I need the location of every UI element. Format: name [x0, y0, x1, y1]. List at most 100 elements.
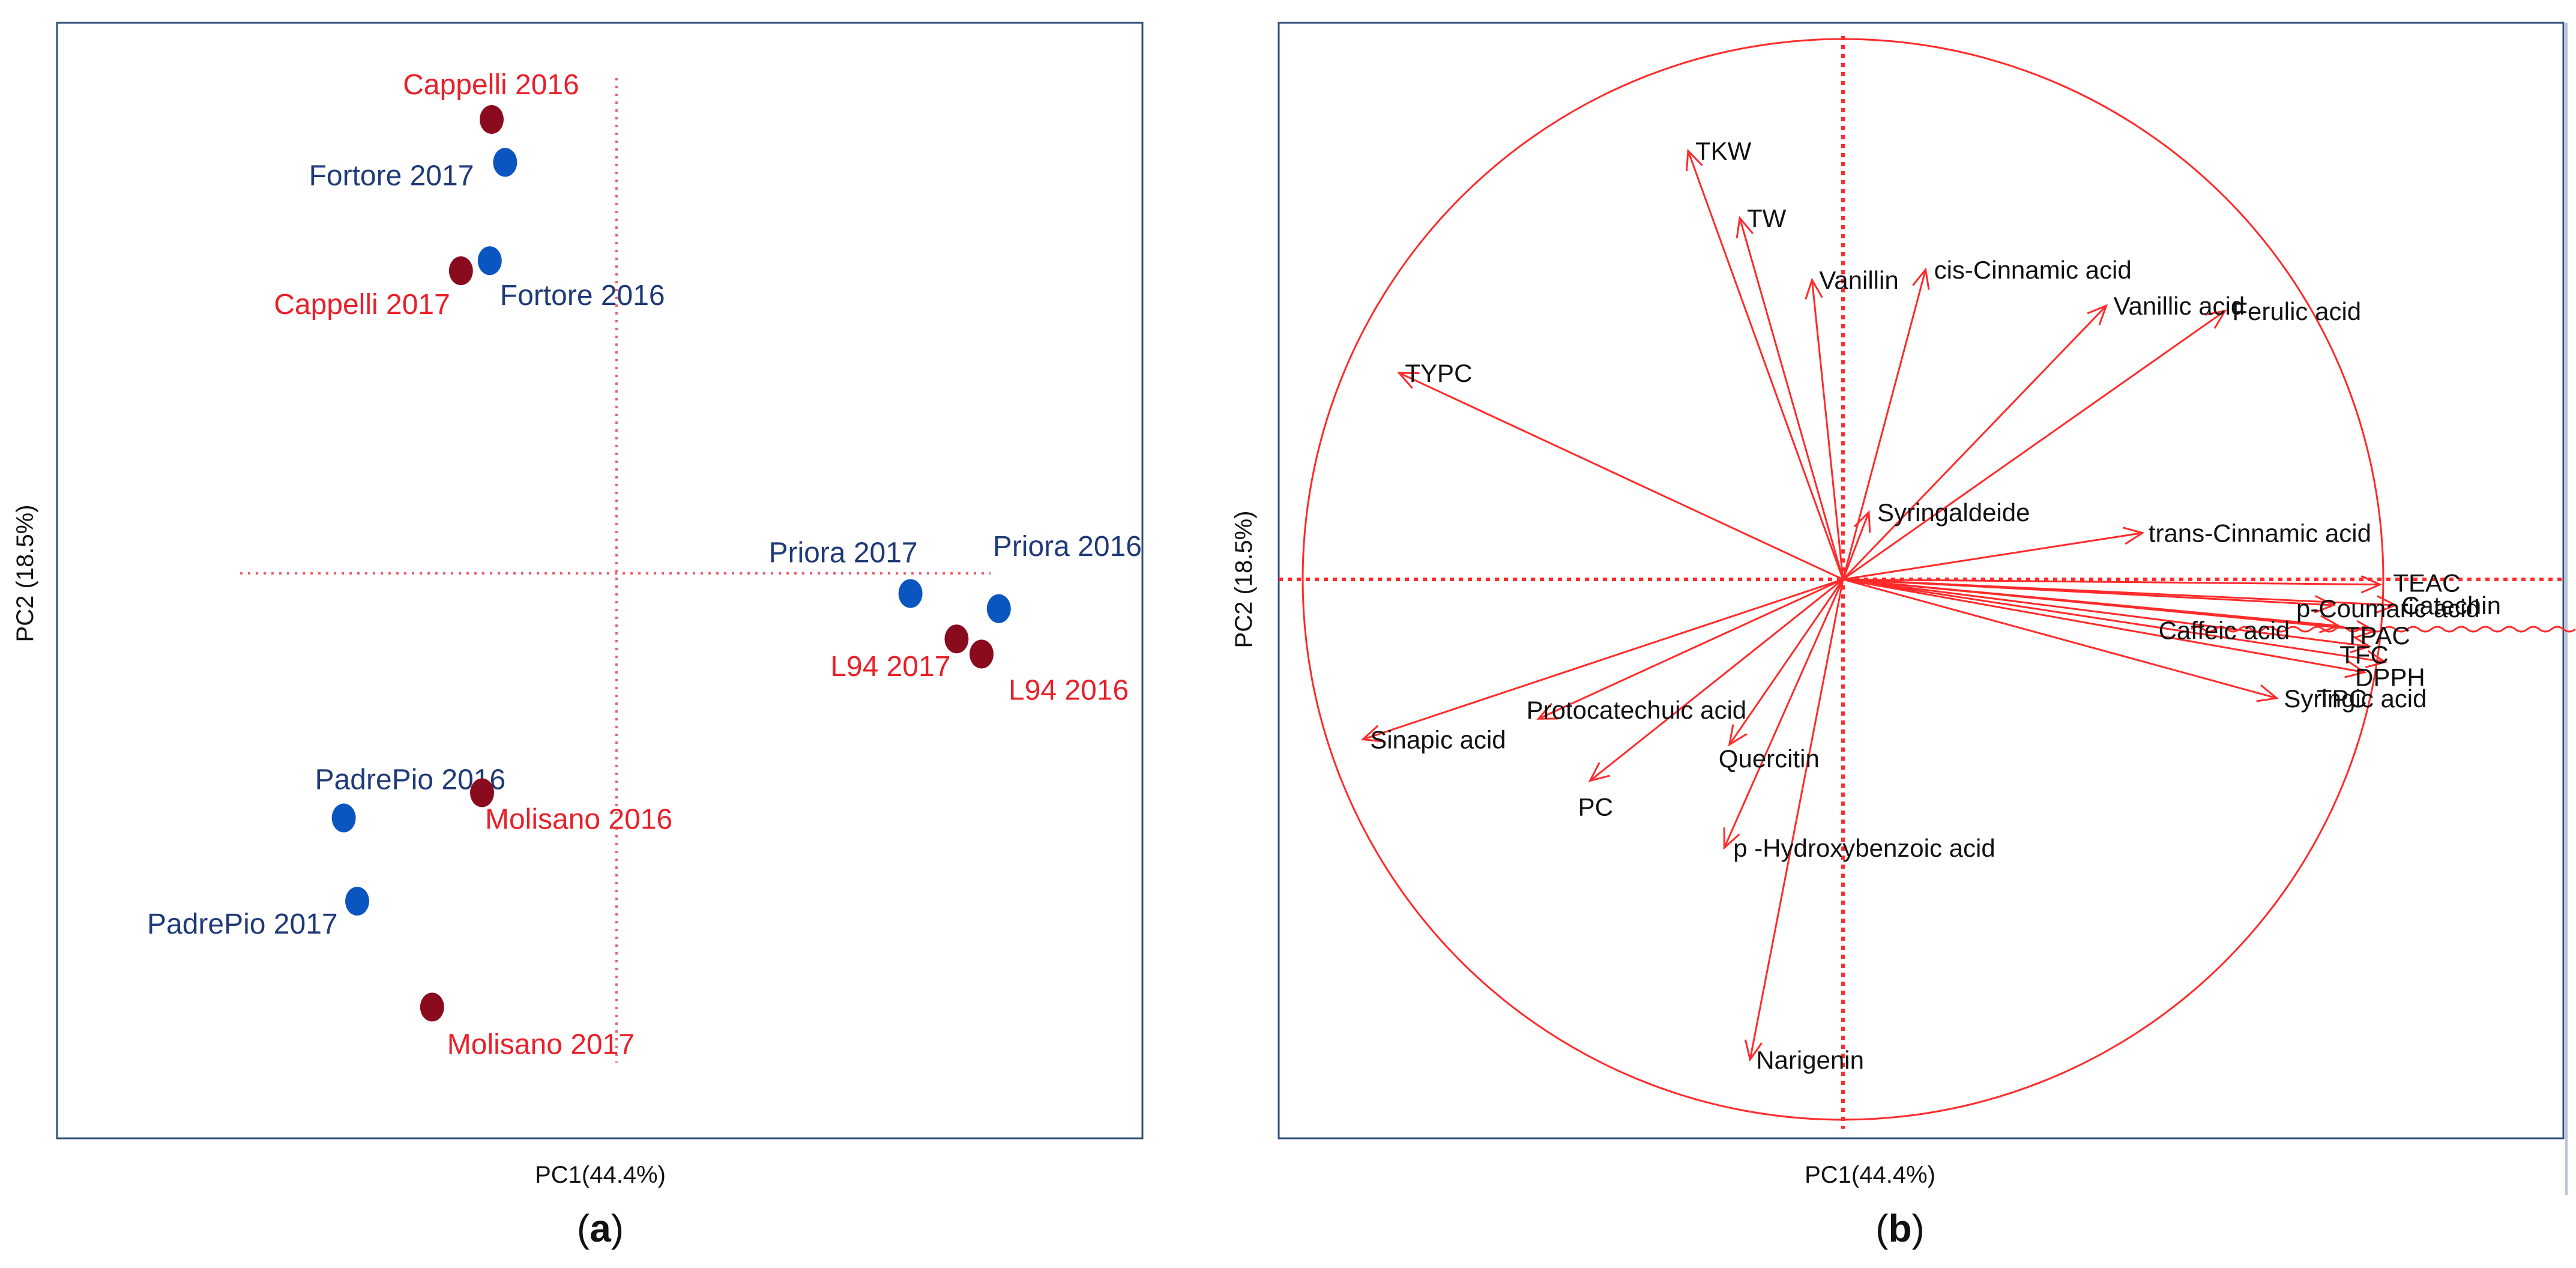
loading-label-narigenin: Narigenin — [1756, 1046, 1864, 1074]
loading-vector-tpc — [1842, 578, 2367, 678]
loading-vector-teac — [1842, 575, 2383, 594]
arrowhead-tw — [1736, 216, 1754, 238]
score-label-cappelli-2016: Cappelli 2016 — [403, 69, 579, 101]
loading-label-vanillic-acid: Vanillic acid — [2114, 292, 2245, 320]
panel-a-caption-open-paren: ( — [577, 1207, 590, 1250]
arrowhead-vanillic-acid — [2087, 304, 2108, 325]
loading-vector-cis-cinnamic-acid — [1842, 267, 1930, 580]
loading-label-protocatechuic-acid: Protocatechuic acid — [1527, 696, 1747, 724]
loading-vector-shaft-sinapic-acid — [1362, 578, 1844, 741]
arrowhead-cis-cinnamic-acid — [1912, 267, 1930, 290]
panel-a-caption-close-paren: ) — [611, 1207, 624, 1250]
score-label-fortore-2016: Fortore 2016 — [500, 280, 665, 312]
arrowhead-typc — [1397, 372, 1420, 389]
loading-vector-p-coumaric-acid — [1842, 578, 2336, 614]
panel-a-score-plot: Cappelli 2016 Fortore 2017 Fortore 2016 Cap… — [12, 22, 1144, 1250]
loading-vector-shaft-syringic-acid — [1842, 578, 2277, 699]
score-point-fortore-2017 — [493, 148, 517, 177]
score-label-molisano-2017: Molisano 2017 — [447, 1028, 635, 1060]
loading-vector-quercitin — [1728, 579, 1844, 747]
panel-b-x-axis-label: PC1(44.4%) — [1805, 1162, 1935, 1188]
loading-vector-tpac — [1842, 578, 2377, 639]
arrowhead-vanillin — [1805, 277, 1823, 300]
loading-label-quercitin: Quercitin — [1719, 744, 1820, 773]
loading-label-tkw: TKW — [1695, 137, 1752, 165]
loading-vector-shaft-tw — [1739, 217, 1844, 580]
arrowhead-ferulic-acid — [2204, 309, 2227, 329]
loading-vector-ferulic-acid — [1842, 309, 2227, 581]
loading-label-typc: TYPC — [1405, 359, 1472, 387]
loading-vector-typc — [1397, 372, 1844, 581]
loading-vector-shaft-ferulic-acid — [1842, 310, 2226, 581]
loading-vector-shaft-cis-cinnamic-acid — [1842, 269, 1927, 580]
loading-vector-syringaldeide — [1842, 510, 1871, 580]
arrowhead-syringic-acid — [2256, 684, 2279, 702]
arrowhead-teac — [2360, 575, 2383, 594]
panel-a-x-axis-label: PC1(44.4%) — [535, 1162, 666, 1188]
arrowhead-tfc — [2350, 635, 2372, 654]
arrowhead-tpc — [2344, 660, 2367, 678]
loading-vector-tkw — [1686, 148, 1844, 580]
loading-vector-shaft-typc — [1398, 372, 1844, 581]
score-point-cappelli-2017 — [448, 256, 473, 285]
loading-vector-protocatechuic-acid — [1536, 578, 1844, 720]
loading-vector-shaft-catechin — [1842, 578, 2396, 606]
loading-vector-vanillin — [1805, 277, 1844, 580]
loading-vector-tfc — [1842, 578, 2372, 654]
loading-label-p-coumaric-acid: p-Coumaric acid — [2296, 594, 2480, 623]
loading-label-teac: TEAC — [2393, 569, 2460, 597]
score-point-padrepio-2017 — [345, 887, 369, 916]
arrowhead-narigenin — [1745, 1039, 1763, 1062]
score-point-l94-2016 — [970, 639, 994, 669]
arrowhead-sinapic-acid — [1360, 725, 1384, 743]
panel-a-y-axis-label: PC2 (18.5%) — [12, 505, 38, 642]
loading-vector-shaft-tpac — [1842, 578, 2375, 632]
loading-vector-narigenin — [1745, 579, 1844, 1062]
score-point-priora-2017 — [898, 579, 923, 608]
loading-vector-shaft-vanillic-acid — [1842, 305, 2107, 581]
loading-vector-shaft-pc — [1589, 578, 1844, 782]
score-point-molisano-2017 — [420, 992, 444, 1022]
arrowhead-pc — [1588, 762, 1610, 782]
score-label-priora-2016: Priora 2016 — [993, 531, 1142, 563]
loading-label-tw: TW — [1747, 204, 1787, 232]
loading-vector-shaft-quercitin — [1728, 579, 1844, 746]
loading-vector-tw — [1736, 216, 1844, 580]
panel-b-caption: (b) — [1875, 1207, 1925, 1250]
loading-vector-shaft-tpc — [1842, 578, 2365, 674]
score-label-cappelli-2017: Cappelli 2017 — [274, 289, 450, 321]
loading-vector-sinapic-acid — [1360, 578, 1844, 743]
score-point-padrepio-2016 — [331, 803, 356, 833]
loading-vector-shaft-protocatechuic-acid — [1537, 578, 1844, 720]
arrowhead-p-coumaric-acid — [2314, 595, 2336, 614]
arrowhead-syringaldeide — [1853, 510, 1871, 533]
loading-vector-shaft-syringaldeide — [1842, 512, 1870, 580]
score-point-priora-2016 — [986, 594, 1011, 623]
panel-b-y-axis-label: PC2 (18.5%) — [1231, 511, 1257, 648]
loading-vector-shaft-narigenin — [1749, 579, 1844, 1060]
arrowhead-catechin — [2375, 595, 2398, 614]
panel-b-loading-plot: TKW TW Vanillin cis-Cinnamic acid Vanillic a… — [1231, 22, 2576, 1250]
score-label-fortore-2017: Fortore 2017 — [309, 160, 474, 192]
arrowhead-trans-cinnamic-acid — [2122, 527, 2145, 545]
arrowhead-protocatechuic-acid — [1536, 702, 1559, 720]
loading-vector-shaft-vanillin — [1811, 280, 1844, 580]
loading-label-p-hydroxybenzoic-acid: p -Hydroxybenzoic acid — [1733, 834, 1995, 862]
panel-a-caption: (a) — [577, 1207, 624, 1250]
arrowhead-tkw — [1686, 148, 1703, 172]
loading-vector-shaft-p-hydroxybenzoic-acid — [1723, 579, 1844, 848]
loading-label-cis-cinnamic-acid: cis-Cinnamic acid — [1934, 256, 2132, 284]
panel-b-caption-close-paren: ) — [1912, 1207, 1925, 1250]
score-label-molisano-2016: Molisano 2016 — [485, 803, 672, 835]
score-point-cappelli-2016 — [480, 105, 504, 134]
panel-a-frame — [56, 22, 1144, 1140]
loading-label-syringic-acid: Syringic acid — [2284, 684, 2427, 713]
loading-vector-vanillic-acid — [1842, 304, 2108, 581]
panel-a-caption-letter: a — [590, 1207, 611, 1250]
loading-label-tpc: TPC — [2317, 684, 2367, 713]
loading-label-syringaldeide: Syringaldeide — [1877, 498, 2030, 527]
arrowhead-p-hydroxybenzoic-acid — [1723, 827, 1740, 850]
loading-vector-p-hydroxybenzoic-acid — [1723, 579, 1844, 850]
catechin-wavy-underline — [2191, 626, 2576, 633]
